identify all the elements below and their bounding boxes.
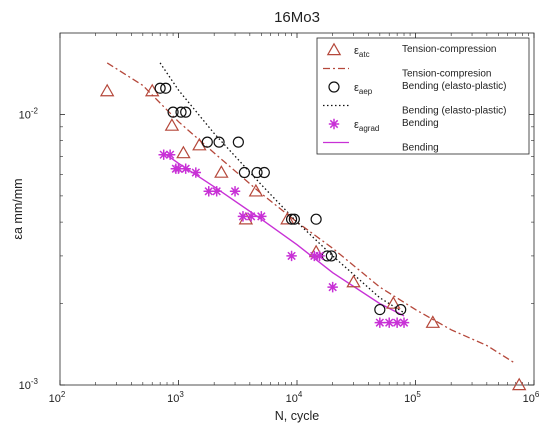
circle-marker: [213, 136, 225, 148]
asterisk-marker: [327, 281, 338, 293]
triangle-marker: [346, 274, 361, 288]
legend-asterisk-marker: [328, 118, 340, 130]
circle-marker: [160, 82, 172, 94]
triangle-marker: [214, 165, 229, 178]
circle-marker: [288, 213, 300, 225]
asterisk-marker: [190, 167, 202, 178]
asterisk-marker: [309, 250, 320, 262]
dotted-fit-line: [159, 62, 405, 314]
circle-marker: [395, 303, 407, 316]
circle-marker: [374, 303, 386, 316]
circle-marker: [232, 136, 244, 148]
legend-label: Tension-compresion: [402, 69, 492, 80]
circle-marker: [201, 136, 213, 148]
legend-triangle-marker: [326, 42, 342, 56]
triangle-marker: [511, 377, 527, 391]
legend-label: Bending (elasto-plastic): [402, 106, 507, 117]
asterisk-marker: [211, 186, 222, 197]
asterisk-marker: [173, 163, 184, 174]
asterisk-marker: [158, 149, 169, 160]
legend: εatc Tension-compressionTension-compresio…: [316, 37, 530, 155]
circle-marker: [325, 250, 337, 262]
legend-box: [316, 37, 530, 155]
circle-marker: [285, 213, 298, 225]
legend-label: Tension-compression: [402, 44, 497, 55]
legend-label: Bending: [402, 118, 439, 129]
legend-label: Bending (elasto-plastic): [402, 81, 507, 92]
circle-marker: [154, 82, 166, 94]
asterisk-marker: [245, 211, 257, 222]
triangle-marker: [386, 296, 401, 309]
circle-marker: [310, 213, 322, 225]
asterisk-marker: [384, 317, 395, 328]
chart-title: 16Mo3: [274, 9, 320, 26]
legend-label: Bending: [402, 143, 439, 154]
triangle-marker: [164, 118, 180, 131]
asterisk-marker: [256, 211, 267, 222]
circle-marker: [238, 166, 251, 179]
asterisk-marker: [203, 186, 214, 197]
circle-marker: [258, 166, 270, 179]
asterisk-marker: [391, 317, 403, 328]
asterisk-marker: [374, 317, 386, 328]
triangle-marker: [176, 145, 191, 159]
circle-marker: [251, 166, 263, 179]
circle-marker: [167, 106, 179, 118]
data-markers: [99, 82, 527, 391]
x-axis-label: N, cycle: [275, 409, 320, 423]
triangle-marker: [99, 83, 115, 97]
triangle-marker: [425, 315, 441, 328]
asterisk-marker: [286, 250, 297, 262]
triangle-marker: [280, 211, 295, 225]
asterisk-marker: [398, 317, 410, 328]
dashdot-fit-line: [106, 62, 516, 365]
asterisk-marker: [314, 250, 325, 262]
circle-marker: [180, 106, 192, 118]
y-axis-label: εa mm/mm: [11, 178, 25, 239]
asterisk-marker: [237, 211, 249, 222]
triangle-marker: [248, 183, 264, 197]
legend-circle-marker: [328, 81, 340, 93]
asterisk-marker: [229, 186, 241, 197]
circle-marker: [175, 106, 187, 118]
asterisk-marker: [180, 163, 191, 174]
asterisk-marker: [164, 149, 176, 160]
